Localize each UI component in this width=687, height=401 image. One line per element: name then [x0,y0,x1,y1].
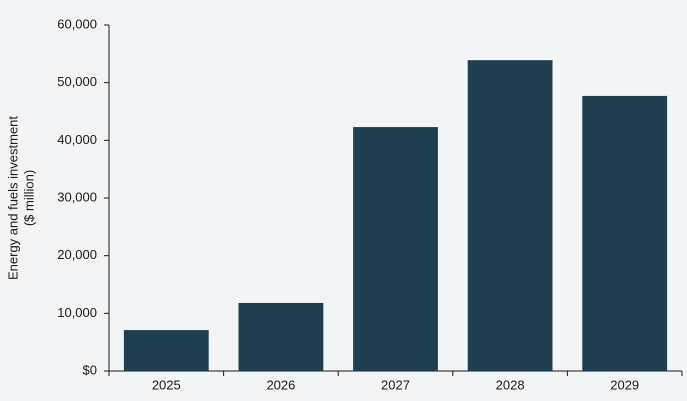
bar [123,330,209,371]
x-tick-label: 2028 [496,377,525,392]
bar [582,95,668,372]
x-tick-label: 2027 [381,377,410,392]
y-axis-label-line: ($ million) [21,170,36,226]
bar [467,60,553,371]
y-tick-label: 30,000 [57,189,97,204]
y-axis-label: Energy and fuels investment ($ million) [5,116,36,280]
y-tick-label: 60,000 [57,16,97,31]
y-tick-label: 40,000 [57,132,97,147]
y-tick-label: 50,000 [57,74,97,89]
y-tick-label: 10,000 [57,305,97,320]
bar [353,127,438,371]
bar [238,302,324,371]
y-tick-label: 20,000 [57,247,97,262]
y-axis-label-line: Energy and fuels investment [5,116,20,280]
y-tick-label: $0 [83,362,97,377]
x-tick-label: 2026 [266,377,295,392]
x-tick-label: 2029 [610,377,639,392]
x-tick-label: 2025 [152,377,181,392]
